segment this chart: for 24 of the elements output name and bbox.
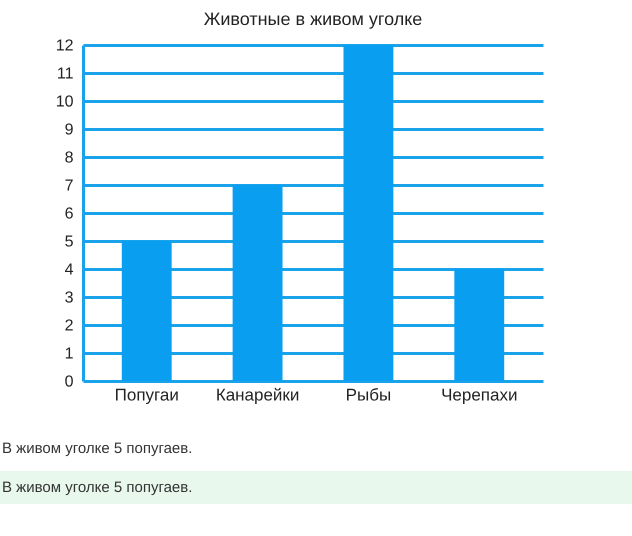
y-tick-label: 6 <box>64 206 74 222</box>
y-tick-label: 2 <box>64 318 74 334</box>
x-tick-label: Канарейки <box>216 386 300 404</box>
x-tick-label: Рыбы <box>346 386 392 404</box>
y-tick-label: 12 <box>56 38 74 54</box>
bar <box>232 185 283 381</box>
y-tick-label: 7 <box>64 178 74 194</box>
y-tick-label: 1 <box>64 346 74 362</box>
x-tick-label: Попугаи <box>114 386 179 404</box>
y-tick-label: 8 <box>64 150 74 166</box>
bar <box>454 269 504 381</box>
y-tick-label: 0 <box>64 374 74 390</box>
y-tick-label: 11 <box>56 66 74 82</box>
y-tick-label: 9 <box>64 122 74 138</box>
x-tick-label: Черепахи <box>441 386 518 404</box>
text: В живом уголке 5 попугаев. <box>0 471 632 504</box>
y-tick-label: 4 <box>64 262 74 278</box>
bar <box>122 241 172 381</box>
y-tick-label: 3 <box>64 290 74 306</box>
y-tick-label: 10 <box>56 94 74 110</box>
y-tick-label: 5 <box>64 234 74 250</box>
chart-title: Животные в живом уголке <box>204 9 422 29</box>
bar <box>343 45 394 381</box>
text: В живом уголке 5 попугаев. <box>1 439 194 459</box>
